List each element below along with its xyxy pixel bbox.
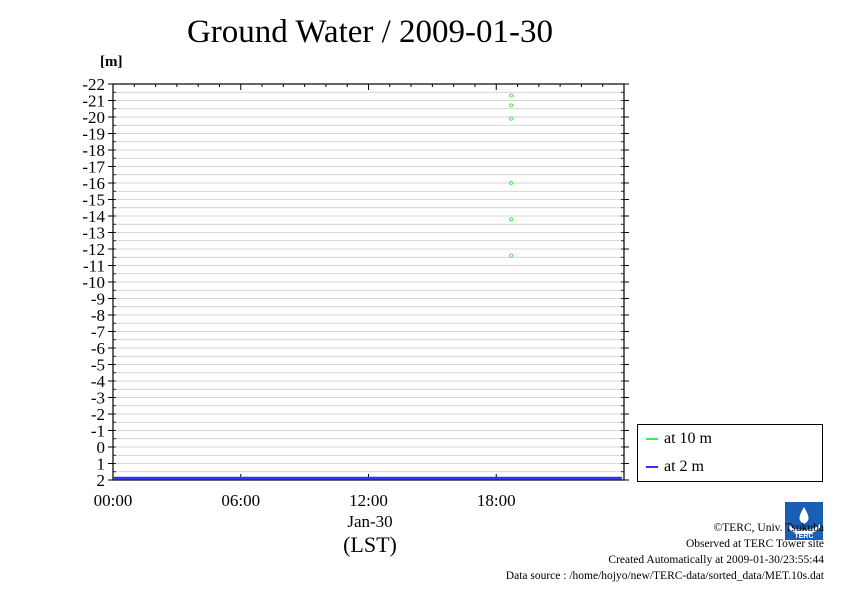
series-point-10m <box>509 116 514 121</box>
y-tick-label: -1 <box>91 422 105 441</box>
x-tick-label: 00:00 <box>94 491 133 510</box>
y-tick-label: -20 <box>82 108 105 127</box>
y-tick-label: -19 <box>82 125 105 144</box>
y-tick-label: -4 <box>91 372 106 391</box>
y-tick-label: -13 <box>82 224 105 243</box>
x-tick-label: 18:00 <box>477 491 516 510</box>
x-axis-timezone-label: (LST) <box>343 532 397 557</box>
y-tick-label: -16 <box>82 174 105 193</box>
x-axis-date-label: Jan-30 <box>347 512 393 531</box>
y-tick-label: -2 <box>91 405 105 424</box>
y-tick-label: 2 <box>97 471 106 490</box>
logo-text: TERC <box>794 533 813 540</box>
series-point-10m <box>509 180 514 186</box>
y-tick-label: -8 <box>91 306 105 325</box>
credit-observed: Observed at TERC Tower site <box>685 538 824 550</box>
credits-block: ©TERC, Univ. Tsukuba Observed at TERC To… <box>506 520 824 584</box>
y-tick-label: -17 <box>82 158 105 177</box>
logo-wave <box>788 524 820 534</box>
y-tick-label: -7 <box>91 323 106 342</box>
y-tick-label: -18 <box>82 141 105 160</box>
legend-swatch-2m <box>646 466 658 468</box>
y-tick-label: 1 <box>97 455 106 474</box>
series-point-10m <box>509 253 514 258</box>
y-tick-label: -3 <box>91 389 105 408</box>
legend-swatch-10m <box>646 438 658 440</box>
y-tick-label: -5 <box>91 356 105 375</box>
y-tick-label: 0 <box>97 438 106 457</box>
legend-label-2m: at 2 m <box>664 458 704 475</box>
y-tick-label: -11 <box>83 257 105 276</box>
terc-logo: TERC <box>785 502 823 540</box>
y-tick-label: -14 <box>82 207 105 226</box>
y-tick-label: -21 <box>82 92 105 111</box>
y-tick-label: -15 <box>82 191 105 210</box>
x-tick-label: 06:00 <box>221 491 260 510</box>
legend-item-2m: at 2 m <box>646 455 704 479</box>
series-point-10m <box>509 217 514 222</box>
legend-label-10m: at 10 m <box>664 430 712 447</box>
chart-title: Ground Water / 2009-01-30 <box>186 14 554 50</box>
chart-legend: at 10 m at 2 m <box>637 424 823 482</box>
series-point-10m <box>509 93 514 98</box>
credit-created: Created Automatically at 2009-01-30/23:5… <box>608 554 824 566</box>
credit-copyright: ©TERC, Univ. Tsukuba <box>713 522 824 534</box>
legend-item-10m: at 10 m <box>646 427 712 451</box>
y-tick-label: -12 <box>82 240 105 259</box>
logo-drop <box>799 507 809 524</box>
series-point-10m <box>509 103 514 108</box>
x-tick-label: 12:00 <box>349 491 388 510</box>
y-tick-label: -10 <box>82 273 105 292</box>
y-tick-label: -22 <box>82 75 105 94</box>
y-axis-unit-label: [m] <box>100 54 123 70</box>
credit-source: Data source : /home/hojyo/new/TERC-data/… <box>505 570 824 582</box>
y-tick-label: -9 <box>91 290 105 309</box>
y-tick-label: -6 <box>91 339 105 358</box>
